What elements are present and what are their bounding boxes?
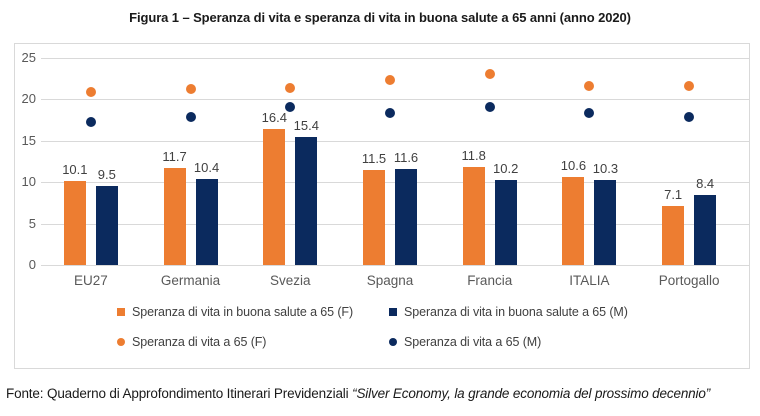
bar-value-label: 10.2 xyxy=(493,161,519,177)
point-marker xyxy=(484,68,495,79)
point-marker xyxy=(285,82,296,93)
bar xyxy=(462,167,485,265)
plot-area: 0 5 10 15 20 25 EU27 10.1 9.5 Germania 11.7 10.4 Sve… xyxy=(15,44,749,368)
bar xyxy=(694,195,717,265)
bar-value-label: 9.5 xyxy=(97,167,116,183)
bar-value-label: 10.1 xyxy=(62,162,88,178)
legend-item-le-m: Speranza di vita a 65 (M) xyxy=(389,335,541,349)
bar xyxy=(562,177,585,265)
point-marker xyxy=(584,108,595,119)
point-marker xyxy=(185,84,196,95)
legend-label: Speranza di vita a 65 (M) xyxy=(404,335,542,349)
legend-label: Speranza di vita a 65 (F) xyxy=(132,335,267,349)
bar xyxy=(195,178,218,265)
legend-label: Speranza di vita in buona salute a 65 (F… xyxy=(132,305,354,319)
point-marker xyxy=(285,102,296,113)
chart-area: 0 5 10 15 20 25 EU27 10.1 9.5 Germania 11.7 10.4 Sve… xyxy=(14,43,750,369)
bar xyxy=(594,179,617,265)
category-label: Spagna xyxy=(366,273,414,288)
legend-item-healthy-f: Speranza di vita in buona salute a 65 (F… xyxy=(117,305,353,319)
source-note: Fonte: Quaderno di Approfondimento Itine… xyxy=(6,386,756,401)
legend-dot-orange-icon xyxy=(117,338,125,346)
bar xyxy=(494,180,517,265)
category-label: Portogallo xyxy=(658,273,720,288)
bar-value-label: 11.5 xyxy=(361,150,387,166)
bar xyxy=(662,206,685,265)
category-label: ITALIA xyxy=(569,273,610,288)
y-tick-label: 10 xyxy=(21,174,36,190)
point-marker xyxy=(185,111,196,122)
bar-value-label: 16.4 xyxy=(261,110,287,126)
y-tick-label: 25 xyxy=(21,49,36,65)
y-tick-label: 5 xyxy=(28,215,36,231)
category-label: Svezia xyxy=(270,273,311,288)
legend-square-navy-icon xyxy=(389,308,397,316)
point-marker xyxy=(484,102,495,113)
gridline xyxy=(41,140,749,142)
legend-label: Speranza di vita in buona salute a 65 (M… xyxy=(404,305,628,319)
gridline xyxy=(41,265,749,266)
bar-value-label: 11.7 xyxy=(162,149,187,164)
y-tick-label: 15 xyxy=(21,132,36,148)
category-label: EU27 xyxy=(73,273,108,288)
bar-value-label: 10.3 xyxy=(592,160,619,176)
point-marker xyxy=(684,112,695,123)
bar xyxy=(95,186,118,265)
bar xyxy=(395,168,417,265)
chart-title: Figura 1 – Speranza di vita e speranza d… xyxy=(129,10,631,25)
source-note-quote: “Silver Economy, la grande economia del … xyxy=(352,386,711,401)
bar-value-label: 8.4 xyxy=(696,176,715,192)
bar-value-label: 7.1 xyxy=(664,187,683,203)
legend-item-le-f: Speranza di vita a 65 (F) xyxy=(117,335,266,349)
bar-value-label: 11.6 xyxy=(393,149,419,165)
gridline xyxy=(41,57,749,59)
bar-value-label: 11.8 xyxy=(461,148,486,164)
legend-square-orange-icon xyxy=(117,308,125,316)
gridline xyxy=(41,99,749,101)
bar xyxy=(163,168,186,265)
point-marker xyxy=(85,116,96,127)
bar xyxy=(63,181,86,265)
source-note-text: Fonte: Quaderno di Approfondimento Itine… xyxy=(6,386,353,401)
point-marker xyxy=(684,80,695,91)
category-label: Germania xyxy=(160,273,221,288)
bar xyxy=(295,137,318,265)
bar-value-label: 10.4 xyxy=(193,159,220,175)
point-marker xyxy=(385,75,395,86)
legend-dot-navy-icon xyxy=(389,338,397,346)
legend-item-healthy-m: Speranza di vita in buona salute a 65 (M… xyxy=(389,305,628,319)
bar-value-label: 10.6 xyxy=(560,158,587,174)
point-marker xyxy=(584,80,595,91)
bar xyxy=(263,129,286,265)
bar xyxy=(363,169,385,265)
point-marker xyxy=(385,108,395,119)
y-tick-label: 0 xyxy=(28,257,36,272)
category-label: Francia xyxy=(467,273,513,288)
bar-value-label: 15.4 xyxy=(293,118,319,134)
y-tick-label: 20 xyxy=(21,91,36,107)
point-marker xyxy=(85,86,96,97)
